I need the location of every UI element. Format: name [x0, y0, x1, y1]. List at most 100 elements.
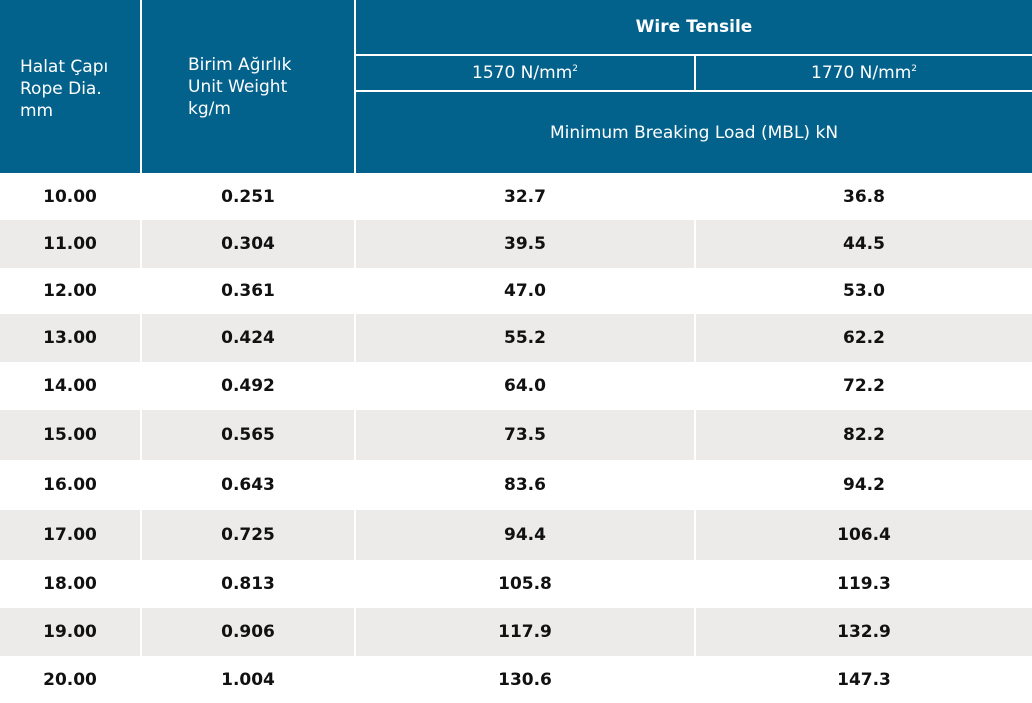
cell-unit-weight: 1.004	[221, 669, 275, 690]
column-divider	[140, 656, 142, 703]
column-divider	[354, 510, 356, 560]
column-divider	[694, 173, 696, 220]
column-divider	[694, 220, 696, 268]
table-row: 15.00 0.565 73.5 82.2	[0, 410, 1032, 460]
cell-mbl-1770: 94.2	[843, 475, 885, 495]
cell-mbl-1570: 39.5	[504, 234, 546, 254]
column-divider	[694, 314, 696, 362]
column-divider	[694, 410, 696, 460]
column-divider	[354, 656, 356, 703]
header-divider	[354, 90, 1032, 92]
column-divider	[140, 608, 142, 656]
column-divider	[140, 268, 142, 314]
cell-mbl-1770: 119.3	[837, 574, 891, 594]
column-divider	[140, 410, 142, 460]
header-tensile-1570-sup: 2	[572, 64, 578, 74]
table-row: 20.00 1.004 130.6 147.3	[0, 656, 1032, 703]
cell-unit-weight: 0.361	[221, 281, 275, 301]
header-tensile-1570-value: 1570 N/mm	[472, 63, 573, 83]
header-unit-weight-tr: Birim Ağırlık	[188, 55, 292, 75]
cell-rope-diameter: 20.00	[43, 669, 97, 690]
cell-mbl-1770: 44.5	[843, 234, 885, 254]
header-tensile-1770: 1770 N/mm2	[696, 62, 1032, 84]
cell-unit-weight: 0.424	[221, 328, 275, 348]
cell-unit-weight: 0.565	[221, 425, 275, 445]
table-row: 17.00 0.725 94.4 106.4	[0, 510, 1032, 560]
cell-mbl-1570: 73.5	[504, 425, 546, 445]
table-row: 16.00 0.643 83.6 94.2	[0, 460, 1032, 510]
header-tensile-1770-value: 1770 N/mm	[811, 63, 912, 83]
cell-rope-diameter: 13.00	[43, 328, 97, 348]
header-divider	[694, 56, 696, 92]
column-divider	[694, 560, 696, 608]
cell-rope-diameter: 14.00	[43, 376, 97, 396]
column-divider	[354, 362, 356, 410]
column-divider	[354, 460, 356, 510]
header-unit-weight-en: Unit Weight	[188, 77, 288, 97]
column-divider	[694, 362, 696, 410]
column-divider	[354, 410, 356, 460]
column-divider	[140, 362, 142, 410]
column-divider	[140, 560, 142, 608]
cell-mbl-1570: 55.2	[504, 328, 546, 348]
cell-mbl-1770: 62.2	[843, 328, 885, 348]
header-divider	[140, 0, 142, 173]
cell-mbl-1770: 82.2	[843, 425, 885, 445]
cell-mbl-1570: 94.4	[504, 525, 546, 545]
table-row: 12.00 0.361 47.0 53.0	[0, 268, 1032, 314]
column-divider	[354, 560, 356, 608]
cell-rope-diameter: 11.00	[43, 234, 97, 254]
header-tensile-1570: 1570 N/mm2	[356, 62, 694, 84]
cell-unit-weight: 0.906	[221, 622, 275, 642]
column-divider	[694, 608, 696, 656]
column-divider	[140, 510, 142, 560]
column-divider	[354, 220, 356, 268]
column-divider	[694, 656, 696, 703]
cell-unit-weight: 0.251	[221, 186, 275, 207]
cell-mbl-1770: 36.8	[843, 186, 885, 207]
cell-rope-diameter: 18.00	[43, 574, 97, 594]
column-divider	[140, 220, 142, 268]
header-mbl-label: Minimum Breaking Load (MBL) kN	[549, 123, 839, 143]
cell-unit-weight: 0.304	[221, 234, 275, 254]
column-divider	[354, 173, 356, 220]
column-divider	[354, 268, 356, 314]
header-wire-tensile: Wire Tensile	[635, 17, 753, 37]
cell-mbl-1570: 105.8	[498, 574, 552, 594]
header-rope-diameter: Halat Çapı Rope Dia. mm	[20, 56, 108, 122]
table-row: 10.00 0.251 32.7 36.8	[0, 173, 1032, 220]
cell-mbl-1570: 130.6	[498, 669, 552, 690]
header-rope-diameter-unit: mm	[20, 101, 54, 121]
cell-mbl-1570: 83.6	[504, 475, 546, 495]
cell-mbl-1570: 47.0	[504, 281, 546, 301]
cell-mbl-1570: 117.9	[498, 622, 552, 642]
cell-mbl-1770: 147.3	[837, 669, 891, 690]
cell-rope-diameter: 17.00	[43, 525, 97, 545]
cell-mbl-1770: 72.2	[843, 376, 885, 396]
column-divider	[694, 268, 696, 314]
column-divider	[140, 460, 142, 510]
cell-rope-diameter: 12.00	[43, 281, 97, 301]
cell-mbl-1770: 106.4	[837, 525, 891, 545]
table-row: 13.00 0.424 55.2 62.2	[0, 314, 1032, 362]
cell-mbl-1570: 32.7	[504, 186, 546, 207]
cell-rope-diameter: 10.00	[43, 186, 97, 207]
header-rope-diameter-tr: Halat Çapı	[20, 57, 109, 77]
table-row: 11.00 0.304 39.5 44.5	[0, 220, 1032, 268]
table-row: 19.00 0.906 117.9 132.9	[0, 608, 1032, 656]
cell-rope-diameter: 15.00	[43, 425, 97, 445]
cell-unit-weight: 0.643	[221, 475, 275, 495]
cell-rope-diameter: 19.00	[43, 622, 97, 642]
cell-rope-diameter: 16.00	[43, 475, 97, 495]
column-divider	[354, 314, 356, 362]
column-divider	[140, 173, 142, 220]
column-divider	[694, 510, 696, 560]
table-row: 18.00 0.813 105.8 119.3	[0, 560, 1032, 608]
header-unit-weight: Birim Ağırlık Unit Weight kg/m	[188, 54, 292, 120]
header-tensile-1770-sup: 2	[911, 64, 917, 74]
table-header: Halat Çapı Rope Dia. mm Birim Ağırlık Un…	[0, 0, 1032, 173]
header-rope-diameter-en: Rope Dia.	[20, 79, 102, 99]
cell-mbl-1770: 53.0	[843, 281, 885, 301]
cell-unit-weight: 0.725	[221, 525, 275, 545]
cell-unit-weight: 0.492	[221, 376, 275, 396]
